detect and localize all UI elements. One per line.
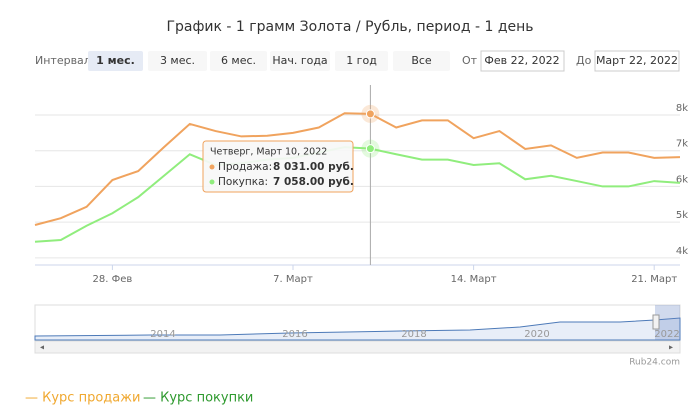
legend-item[interactable]: — Курс покупки	[143, 391, 253, 406]
scrollbar[interactable]	[34, 340, 681, 354]
navigator-series	[34, 317, 681, 341]
series-line	[34, 112, 681, 226]
x-tick-label: 28. Фев	[93, 274, 133, 285]
tooltip-bullet	[209, 164, 215, 170]
credits[interactable]: Rub24.com	[629, 358, 680, 368]
point-marker[interactable]	[365, 144, 375, 154]
range-button-label[interactable]: Все	[411, 54, 432, 67]
tooltip-label: Продажа:	[218, 161, 272, 173]
y-tick-label: 6k	[676, 174, 688, 185]
legend-item[interactable]: — Курс продажи	[25, 391, 140, 406]
navigator-year: 2014	[150, 329, 175, 340]
y-tick-label: 7k	[676, 139, 688, 150]
tooltip-bullet	[209, 179, 215, 185]
range-button[interactable]	[148, 51, 207, 71]
tooltip-date: Четверг, Март 10, 2022	[210, 147, 327, 158]
range-button-label[interactable]: 6 мес.	[221, 54, 256, 67]
tooltip-value: 7 058.00 руб.	[273, 176, 354, 188]
range-button-label[interactable]: 3 мес.	[160, 54, 195, 67]
tooltip-value: 8 031.00 руб.	[273, 161, 354, 173]
scroll-left[interactable]: ◂	[40, 343, 44, 352]
to-value[interactable]: Март 22, 2022	[596, 54, 678, 67]
from-value[interactable]: Фев 22, 2022	[484, 54, 559, 67]
from-label: От	[462, 54, 478, 67]
range-button[interactable]	[270, 51, 330, 71]
series-line	[34, 146, 681, 243]
y-tick-label: 8k	[676, 103, 688, 114]
to-input[interactable]	[594, 50, 680, 72]
range-button-label[interactable]: Нач. года	[272, 54, 327, 67]
y-tick-label: 4k	[676, 246, 688, 257]
to-label: До	[576, 54, 592, 67]
navigator-year: 2022	[654, 329, 679, 340]
range-button-label[interactable]: 1 мес.	[96, 54, 135, 67]
title: График - 1 грамм Золота / Рубль, период …	[166, 19, 533, 35]
range-button[interactable]	[210, 51, 267, 71]
x-tick-label: 14. Март	[451, 274, 497, 285]
scroll-right[interactable]: ▸	[669, 343, 673, 352]
range-button[interactable]	[88, 51, 143, 71]
tooltip	[202, 140, 354, 193]
x-tick-label: 21. Март	[631, 274, 677, 285]
point-marker[interactable]	[365, 109, 375, 119]
interval-label: Интервал	[35, 54, 91, 67]
range-button[interactable]	[335, 51, 388, 71]
navigator-year: 2020	[524, 329, 549, 340]
y-tick-label: 5k	[676, 210, 688, 221]
range-button-label[interactable]: 1 год	[346, 54, 377, 67]
navigator-year: 2016	[282, 329, 307, 340]
from-input[interactable]	[480, 50, 565, 72]
x-tick-label: 7. Март	[273, 274, 313, 285]
tooltip-label: Покупка:	[218, 176, 268, 188]
range-button[interactable]	[393, 51, 450, 71]
navigator-handle[interactable]	[652, 314, 660, 330]
navigator-year: 2018	[401, 329, 426, 340]
